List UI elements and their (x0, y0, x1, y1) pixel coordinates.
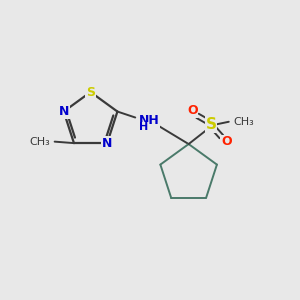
Text: S: S (86, 85, 95, 98)
Text: NH: NH (139, 114, 160, 127)
Text: S: S (206, 117, 216, 132)
Text: H: H (139, 122, 148, 132)
Text: O: O (221, 136, 232, 148)
Text: O: O (187, 104, 197, 117)
Text: N: N (102, 136, 112, 150)
Text: CH₃: CH₃ (233, 117, 254, 127)
Text: N: N (58, 105, 69, 118)
Text: CH₃: CH₃ (29, 136, 50, 147)
